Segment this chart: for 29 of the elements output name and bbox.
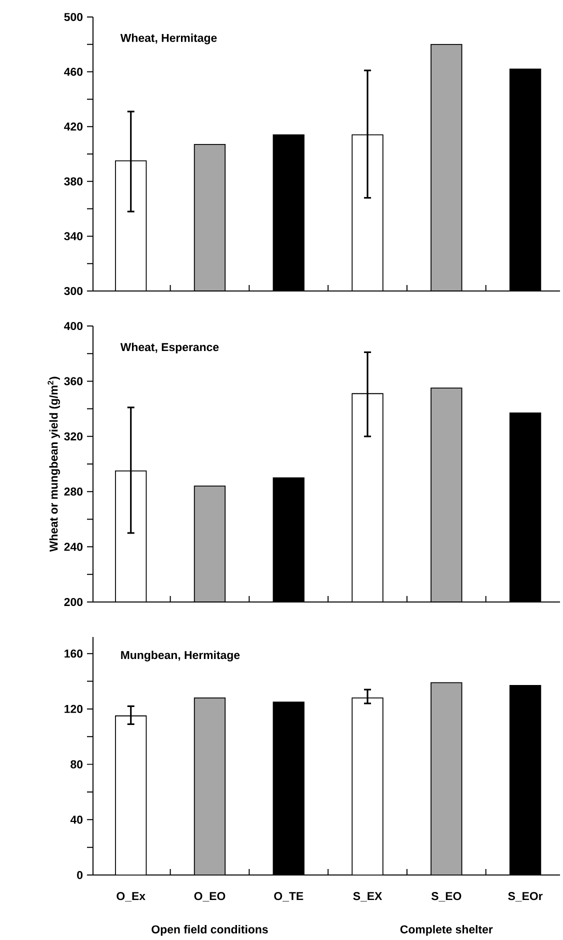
text: Complete shelter bbox=[400, 925, 493, 936]
y-tick-label: 460 bbox=[64, 68, 83, 76]
y-tick-label: 80 bbox=[70, 760, 83, 768]
x-tick-label: S_EX bbox=[353, 892, 382, 902]
x-tick-label: O_TE bbox=[274, 892, 304, 902]
text: Wheat, Hermitage bbox=[120, 34, 217, 44]
y-tick-label: 0 bbox=[77, 870, 83, 880]
x-tick-label: S_EO bbox=[431, 892, 462, 902]
y-tick-label: 340 bbox=[64, 232, 83, 240]
y-tick-label: 300 bbox=[64, 286, 83, 296]
y-tick-label: 360 bbox=[64, 377, 83, 386]
y-tick-label: 380 bbox=[64, 177, 83, 186]
y-tick-label: 400 bbox=[64, 322, 83, 330]
y-tick-label: 500 bbox=[64, 12, 83, 22]
y-tick-label: 160 bbox=[64, 650, 83, 658]
x-tick-label: S_EOr bbox=[508, 892, 543, 902]
y-tick-label: 320 bbox=[64, 432, 83, 440]
y-tick-label: 280 bbox=[64, 488, 83, 496]
text: Mungbean, Hermitage bbox=[121, 650, 240, 662]
y-tick-label: 420 bbox=[64, 122, 83, 131]
text: Wheat, Esperance bbox=[120, 342, 219, 354]
y-tick-label: 40 bbox=[70, 816, 83, 824]
x-tick-label: O_EO bbox=[194, 892, 226, 902]
text: Open field conditions bbox=[152, 925, 268, 936]
x-tick-label: O_Ex bbox=[116, 892, 146, 902]
y-tick-label: 120 bbox=[64, 704, 83, 714]
y-tick-label: 240 bbox=[64, 542, 83, 551]
y-axis-title: Wheat or mungbean yield (g/m$^{2}$) bbox=[48, 376, 60, 552]
y-tick-label: 200 bbox=[64, 598, 83, 606]
